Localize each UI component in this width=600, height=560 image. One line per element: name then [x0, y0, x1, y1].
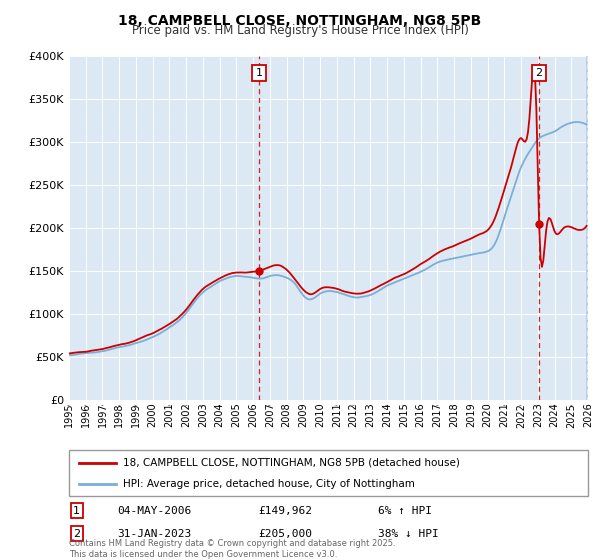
Text: 2020: 2020: [482, 403, 493, 427]
Text: Contains HM Land Registry data © Crown copyright and database right 2025.
This d: Contains HM Land Registry data © Crown c…: [69, 539, 395, 559]
Text: 2: 2: [73, 529, 80, 539]
Text: 2011: 2011: [332, 403, 342, 427]
Text: 1: 1: [73, 506, 80, 516]
Text: 1: 1: [256, 68, 263, 78]
Text: 31-JAN-2023: 31-JAN-2023: [117, 529, 191, 539]
Text: 2: 2: [536, 68, 542, 78]
Text: 2021: 2021: [499, 403, 509, 427]
Text: 2017: 2017: [433, 403, 442, 427]
Text: 38% ↓ HPI: 38% ↓ HPI: [378, 529, 439, 539]
Text: HPI: Average price, detached house, City of Nottingham: HPI: Average price, detached house, City…: [124, 479, 415, 489]
Text: 2001: 2001: [164, 403, 175, 427]
Text: 2025: 2025: [566, 403, 576, 427]
Text: 2022: 2022: [516, 403, 526, 427]
Text: 2002: 2002: [181, 403, 191, 427]
Text: £149,962: £149,962: [258, 506, 312, 516]
Text: 1998: 1998: [114, 403, 124, 427]
Text: 1999: 1999: [131, 403, 141, 427]
Text: 18, CAMPBELL CLOSE, NOTTINGHAM, NG8 5PB: 18, CAMPBELL CLOSE, NOTTINGHAM, NG8 5PB: [118, 14, 482, 28]
Text: 2012: 2012: [349, 403, 359, 427]
Text: 2018: 2018: [449, 403, 459, 427]
Text: 2003: 2003: [198, 403, 208, 427]
Text: 2010: 2010: [315, 403, 325, 427]
Text: 2026: 2026: [583, 403, 593, 427]
Text: 2007: 2007: [265, 403, 275, 427]
Text: 2014: 2014: [382, 403, 392, 427]
Text: 04-MAY-2006: 04-MAY-2006: [117, 506, 191, 516]
Text: 1996: 1996: [81, 403, 91, 427]
Text: 2006: 2006: [248, 403, 258, 427]
Text: 2023: 2023: [533, 403, 543, 427]
Text: 2009: 2009: [298, 403, 308, 427]
FancyBboxPatch shape: [69, 450, 588, 496]
Text: 2019: 2019: [466, 403, 476, 427]
Text: 2024: 2024: [550, 403, 560, 427]
Text: 2008: 2008: [281, 403, 292, 427]
Text: 18, CAMPBELL CLOSE, NOTTINGHAM, NG8 5PB (detached house): 18, CAMPBELL CLOSE, NOTTINGHAM, NG8 5PB …: [124, 458, 460, 468]
Text: 2004: 2004: [215, 403, 224, 427]
Text: £205,000: £205,000: [258, 529, 312, 539]
Text: 2015: 2015: [399, 403, 409, 427]
Text: Price paid vs. HM Land Registry's House Price Index (HPI): Price paid vs. HM Land Registry's House …: [131, 24, 469, 37]
Text: 2013: 2013: [365, 403, 376, 427]
Text: 2005: 2005: [232, 403, 241, 427]
Text: 2000: 2000: [148, 403, 158, 427]
Text: 1997: 1997: [97, 403, 107, 427]
Text: 1995: 1995: [64, 403, 74, 427]
Text: 2016: 2016: [416, 403, 425, 427]
Text: 6% ↑ HPI: 6% ↑ HPI: [378, 506, 432, 516]
Bar: [586, 56, 588, 400]
